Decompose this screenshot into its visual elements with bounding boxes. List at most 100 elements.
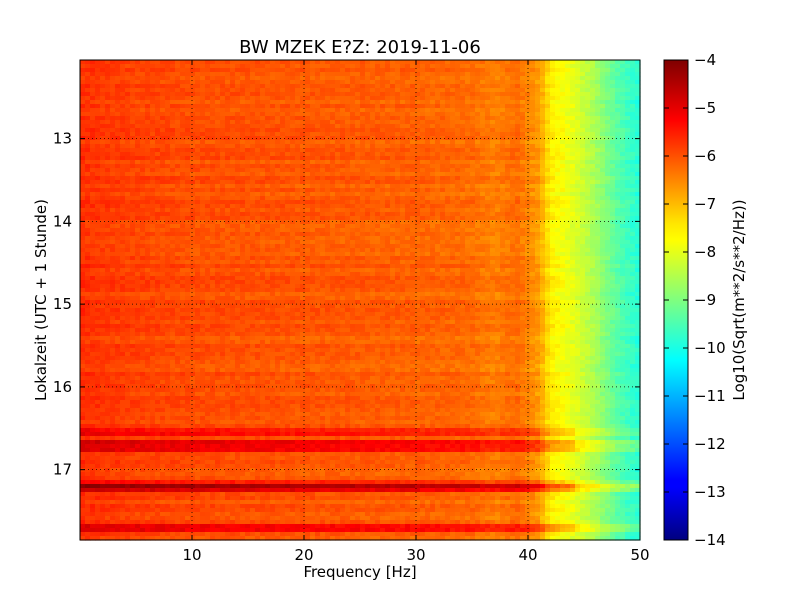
heatmap-cell [325,128,331,133]
heatmap-cell [110,120,116,125]
heatmap-cell [565,92,571,97]
heatmap-cell [310,192,316,197]
heatmap-cell [185,188,191,193]
heatmap-cell [505,68,511,73]
heatmap-cell [375,76,381,81]
heatmap-cell [565,148,571,153]
heatmap-cell [550,144,556,149]
heatmap-cell [200,156,206,161]
heatmap-cell [365,76,371,81]
heatmap-cell [550,108,556,113]
heatmap-cell [550,220,556,225]
heatmap-cell [185,196,191,201]
heatmap-cell [355,108,361,113]
heatmap-cell [450,100,456,105]
heatmap-cell [170,84,176,89]
heatmap-cell [110,128,116,133]
heatmap-cell [520,112,526,117]
heatmap-cell [105,148,111,153]
heatmap-cell [535,104,541,109]
heatmap-cell [290,112,296,117]
heatmap-cell [580,208,586,213]
heatmap-cell [460,144,466,149]
heatmap-cell [140,120,146,125]
heatmap-cell [295,228,301,233]
heatmap-cell [625,76,631,81]
heatmap-cell [195,204,201,209]
heatmap-cell [95,156,101,161]
heatmap-cell [395,216,401,221]
heatmap-cell [430,204,436,209]
heatmap-cell [235,60,241,65]
heatmap-cell [220,140,226,145]
heatmap-cell [370,176,376,181]
heatmap-cell [150,188,156,193]
heatmap-cell [515,208,521,213]
heatmap-cell [435,92,441,97]
heatmap-cell [280,236,286,241]
heatmap-cell [300,120,306,125]
heatmap-cell [535,180,541,185]
heatmap-cell [315,236,321,241]
heatmap-cell [625,132,631,137]
heatmap-cell [225,192,231,197]
heatmap-cell [180,120,186,125]
heatmap-cell [380,88,386,93]
heatmap-cell [240,96,246,101]
heatmap-cell [120,124,126,129]
heatmap-cell [280,204,286,209]
heatmap-cell [375,192,381,197]
heatmap-cell [540,144,546,149]
heatmap-cell [275,112,281,117]
heatmap-cell [320,60,326,65]
heatmap-cell [140,156,146,161]
heatmap-cell [545,184,551,189]
heatmap-cell [385,128,391,133]
heatmap-cell [260,172,266,177]
heatmap-cell [620,96,626,101]
heatmap-cell [590,164,596,169]
heatmap-cell [350,220,356,225]
heatmap-cell [85,64,91,69]
heatmap-cell [185,228,191,233]
heatmap-cell [605,120,611,125]
heatmap-cell [390,220,396,225]
heatmap-cell [485,148,491,153]
heatmap-cell [345,236,351,241]
heatmap-cell [480,76,486,81]
heatmap-cell [515,92,521,97]
heatmap-cell [100,192,106,197]
heatmap-cell [575,88,581,93]
heatmap-cell [95,120,101,125]
heatmap-cell [290,156,296,161]
heatmap-cell [560,220,566,225]
heatmap-cell [590,144,596,149]
heatmap-cell [255,216,261,221]
heatmap-cell [540,84,546,89]
heatmap-cell [105,180,111,185]
heatmap-cell [415,116,421,121]
heatmap-cell [360,192,366,197]
heatmap-cell [235,232,241,237]
heatmap-cell [220,92,226,97]
heatmap-cell [160,160,166,165]
heatmap-cell [85,112,91,117]
heatmap-cell [360,220,366,225]
heatmap-cell [570,116,576,121]
heatmap-cell [425,108,431,113]
heatmap-cell [600,160,606,165]
heatmap-cell [295,196,301,201]
heatmap-cell [105,116,111,121]
heatmap-cell [190,144,196,149]
heatmap-cell [360,200,366,205]
heatmap-cell [170,116,176,121]
heatmap-cell [295,216,301,221]
heatmap-cell [600,156,606,161]
heatmap-cell [260,148,266,153]
heatmap-cell [185,84,191,89]
heatmap-cell [105,176,111,181]
heatmap-cell [260,104,266,109]
heatmap-cell [410,108,416,113]
heatmap-cell [625,80,631,85]
heatmap-cell [610,176,616,181]
